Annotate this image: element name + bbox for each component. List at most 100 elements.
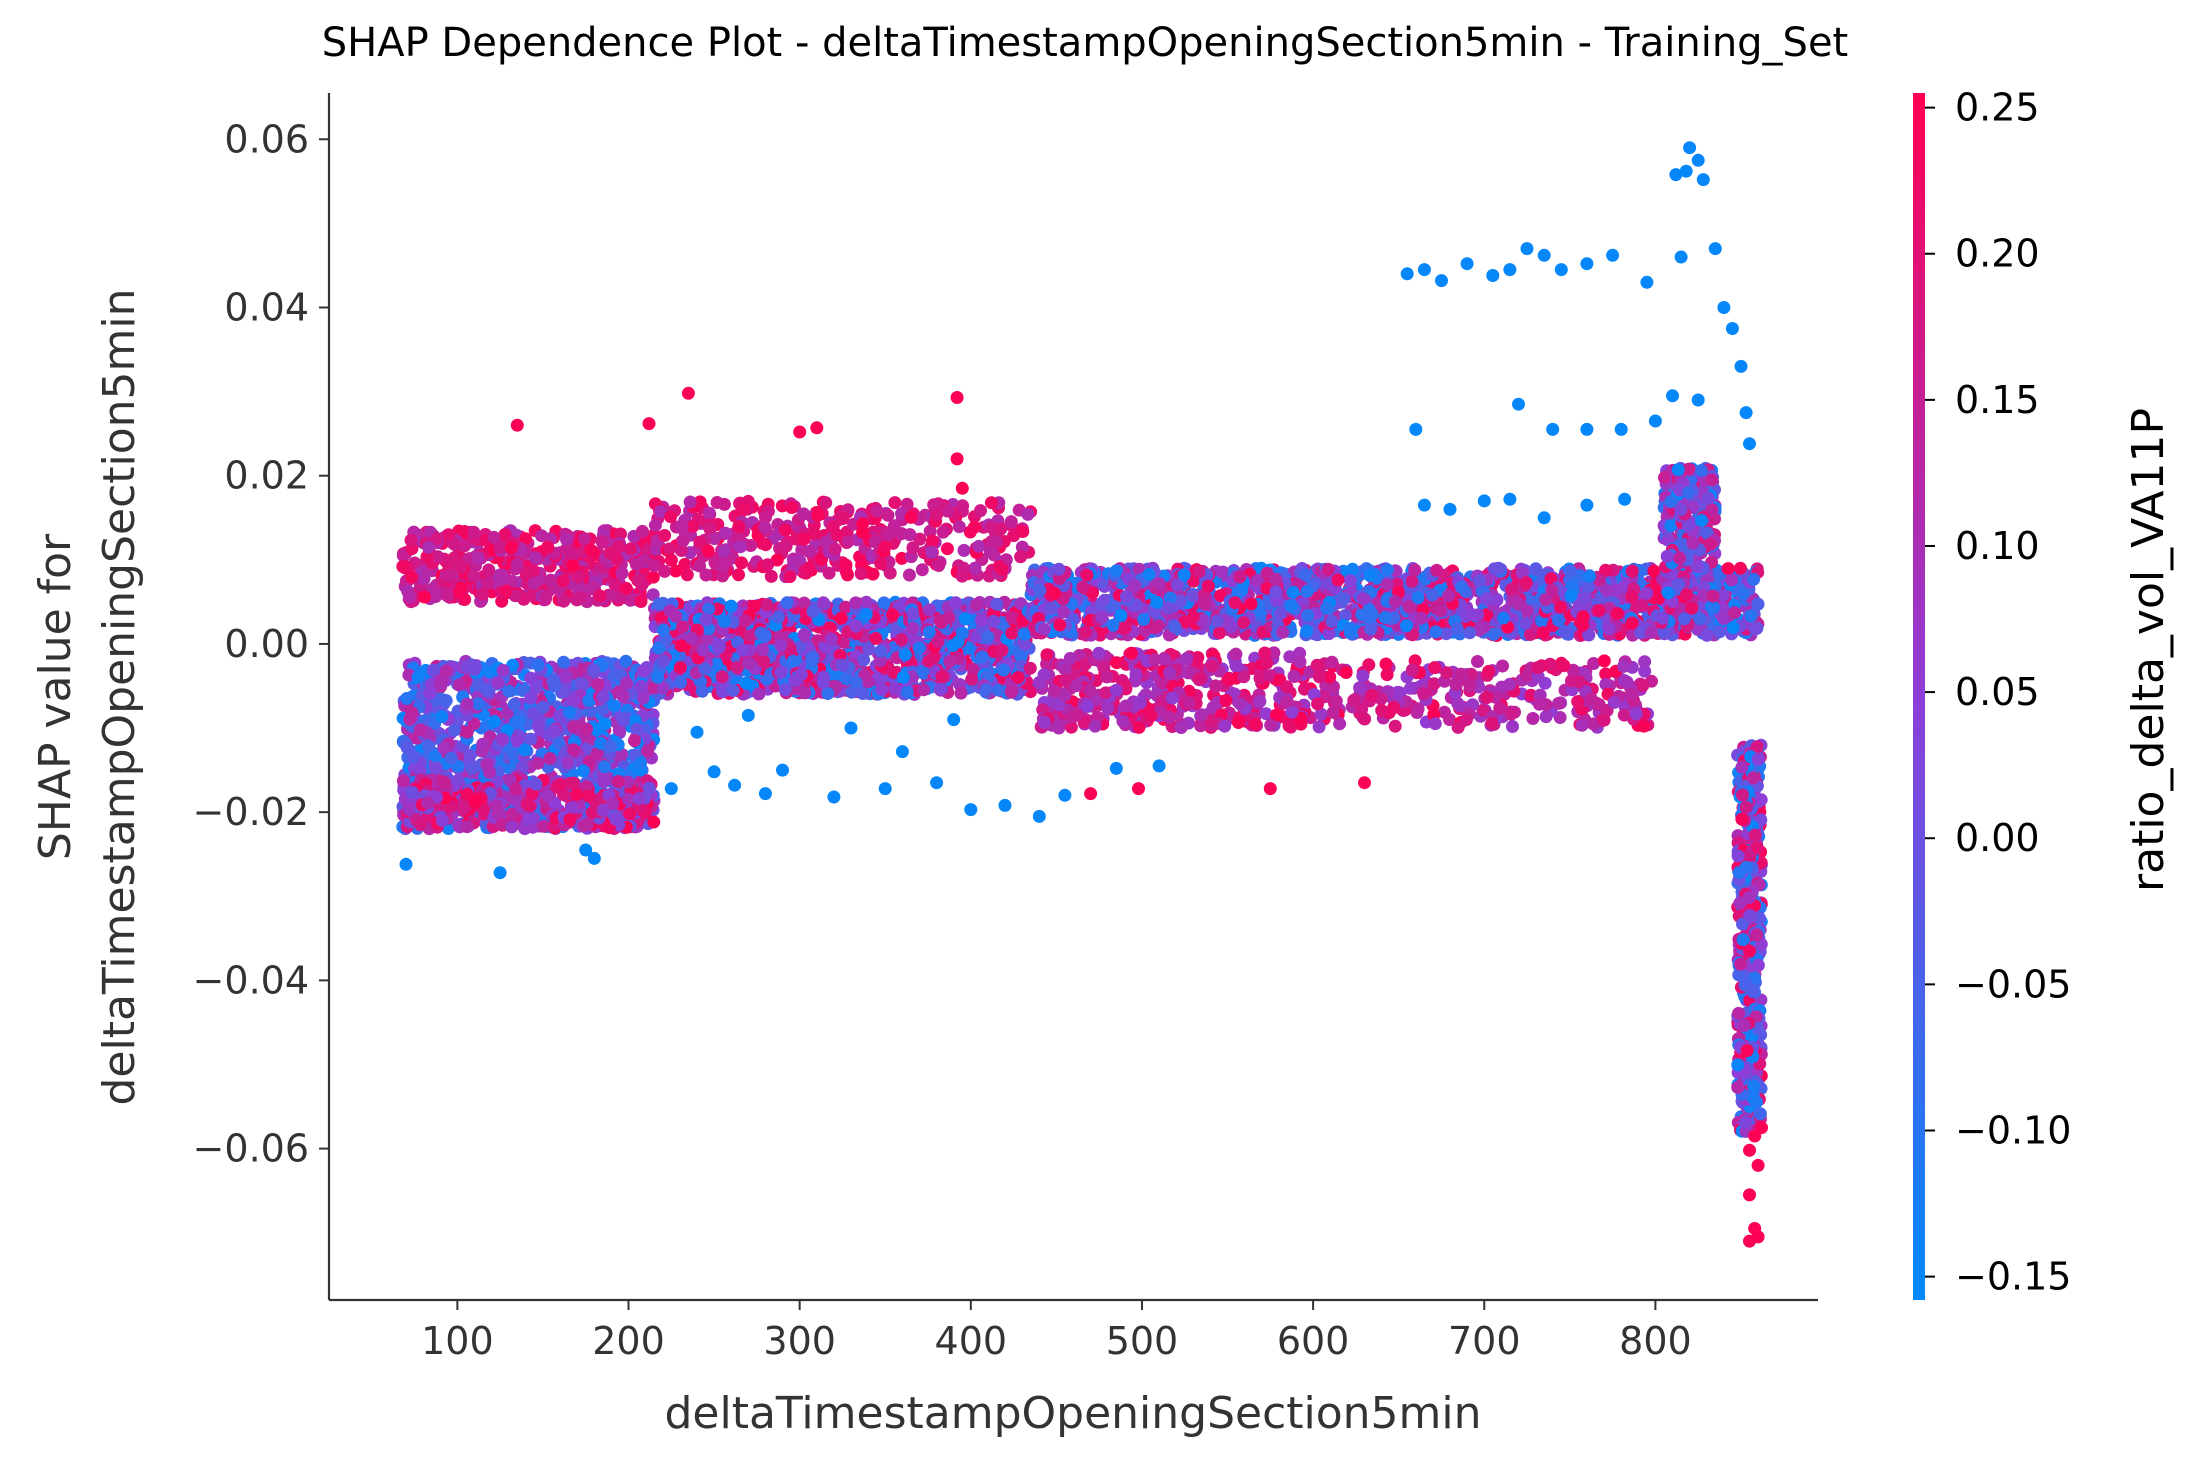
data-point	[758, 520, 772, 534]
data-point	[476, 737, 490, 751]
data-point	[869, 631, 883, 645]
data-point	[803, 544, 817, 558]
data-point	[448, 723, 461, 737]
data-point	[904, 510, 918, 524]
data-point	[528, 551, 542, 565]
data-point	[811, 508, 825, 522]
data-point	[582, 754, 596, 768]
data-point	[566, 720, 580, 734]
data-point	[411, 670, 425, 684]
data-point	[806, 604, 820, 618]
data-point	[693, 535, 707, 549]
data-point	[695, 684, 709, 698]
data-point	[903, 528, 917, 542]
data-point	[1186, 589, 1200, 603]
data-point	[949, 596, 963, 610]
data-point	[621, 775, 635, 789]
data-point	[623, 807, 637, 821]
data-point	[856, 687, 870, 700]
data-point	[738, 614, 752, 628]
data-point	[630, 722, 644, 736]
data-point	[906, 607, 920, 621]
data-point	[537, 819, 551, 833]
data-point	[447, 551, 461, 565]
data-point	[958, 612, 972, 626]
data-point	[774, 638, 788, 652]
data-point	[635, 524, 649, 538]
chart-title: SHAP Dependence Plot - deltaTimestampOpe…	[322, 20, 1849, 66]
data-point	[915, 563, 929, 577]
data-point	[460, 725, 474, 739]
data-point	[759, 538, 773, 552]
data-point	[442, 569, 456, 583]
data-point	[824, 632, 838, 646]
data-point	[435, 710, 449, 724]
data-point	[604, 739, 618, 753]
data-point	[981, 630, 995, 644]
data-point	[561, 756, 575, 769]
data-point	[943, 655, 957, 669]
data-point	[862, 642, 876, 656]
data-point	[936, 525, 950, 539]
data-point	[526, 706, 540, 720]
data-point	[482, 563, 496, 577]
data-point	[717, 614, 731, 628]
data-point	[931, 635, 945, 649]
data-point	[611, 775, 625, 788]
data-point	[496, 732, 509, 746]
data-point	[717, 544, 731, 558]
data-point	[458, 539, 472, 553]
data-point	[491, 676, 505, 690]
data-point	[628, 734, 641, 748]
data-point	[571, 570, 585, 584]
data-point	[597, 775, 611, 789]
data-point	[990, 597, 1004, 611]
data-point	[575, 677, 589, 691]
data-point	[917, 683, 931, 697]
data-point	[566, 559, 580, 573]
data-point	[676, 620, 690, 634]
data-point	[1011, 671, 1025, 684]
data-point	[736, 643, 750, 657]
data-point	[783, 570, 797, 584]
data-point	[524, 732, 538, 746]
data-point	[546, 674, 560, 688]
data-point	[632, 792, 646, 806]
data-point	[512, 715, 526, 729]
data-point	[590, 747, 604, 761]
data-point	[702, 602, 716, 616]
data-point	[505, 807, 519, 821]
data-point	[396, 560, 410, 573]
data-point	[431, 550, 445, 564]
data-point	[673, 661, 687, 675]
data-point	[742, 656, 756, 670]
data-point	[972, 539, 986, 553]
data-point	[506, 746, 520, 760]
data-point	[995, 643, 1009, 657]
data-point	[940, 542, 954, 556]
data-point	[836, 511, 850, 525]
data-point	[757, 654, 770, 668]
data-point	[925, 545, 938, 559]
data-point	[593, 589, 607, 603]
data-point	[636, 691, 650, 705]
data-point	[1021, 507, 1035, 521]
data-point	[557, 594, 571, 608]
data-point	[556, 574, 570, 588]
data-point	[607, 699, 621, 713]
data-point	[426, 582, 440, 596]
data-point	[489, 799, 503, 813]
data-point	[954, 686, 968, 700]
data-point	[547, 724, 561, 738]
data-point	[739, 676, 753, 690]
data-point	[974, 504, 987, 518]
data-point	[859, 608, 873, 621]
data-point	[902, 568, 916, 582]
data-point	[586, 663, 600, 677]
data-point	[401, 802, 415, 816]
data-point	[680, 568, 694, 582]
data-point	[623, 592, 637, 606]
data-point	[835, 658, 849, 672]
data-point	[788, 673, 802, 687]
